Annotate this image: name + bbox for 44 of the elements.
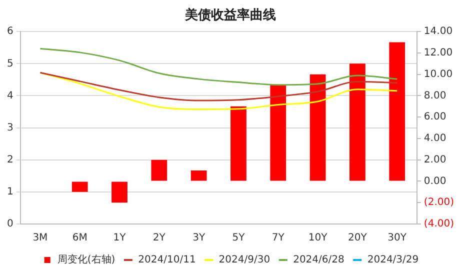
y2-tick-label: 2.00 xyxy=(424,154,446,166)
y2-tick-label: 6.00 xyxy=(424,112,446,123)
bar xyxy=(350,64,366,181)
chart-title: 美债收益率曲线 xyxy=(184,7,276,24)
legend-label: 2024/9/30 xyxy=(218,254,270,266)
x-tick-label: 5Y xyxy=(232,232,246,244)
y2-tick-label: 8.00 xyxy=(424,90,446,102)
y2-tick-label: (4.00) xyxy=(424,218,454,230)
legend-label: 2024/10/11 xyxy=(138,254,196,266)
x-tick-label: 1Y xyxy=(113,232,127,244)
x-tick-label: 10Y xyxy=(308,232,328,244)
y2-tick-label: 14.00 xyxy=(424,26,453,38)
y-tick-label: 1 xyxy=(6,186,14,198)
bar xyxy=(72,182,88,192)
x-tick-label: 30Y xyxy=(388,232,408,244)
bar xyxy=(190,170,207,181)
bar xyxy=(270,85,286,181)
y-tick-label: 4 xyxy=(6,90,14,102)
y-tick-label: 0 xyxy=(6,218,14,230)
line-series xyxy=(39,48,398,86)
y2-tick-label: 12.00 xyxy=(424,48,453,59)
legend-label: 2024/6/28 xyxy=(293,254,344,266)
bar xyxy=(112,182,128,203)
bar xyxy=(151,160,168,181)
x-tick-label: 20Y xyxy=(348,232,368,244)
y-tick-label: 5 xyxy=(6,58,14,70)
line-series xyxy=(39,72,398,102)
y2-tick-label: 0.00 xyxy=(424,176,446,187)
y-tick-label: 2 xyxy=(6,154,14,166)
y2-tick-label: 4.00 xyxy=(424,133,446,144)
x-tick-label: 3Y xyxy=(192,232,206,244)
y2-tick-label: 10.00 xyxy=(424,68,453,80)
legend-label: 周变化(右轴) xyxy=(57,254,116,266)
legend-label: 2024/3/29 xyxy=(367,254,419,266)
y-tick-label: 6 xyxy=(6,26,14,38)
y-tick-label: 3 xyxy=(6,122,14,134)
bar xyxy=(310,74,326,181)
x-tick-label: 7Y xyxy=(272,232,286,244)
bar xyxy=(389,42,406,181)
x-tick-label: 6M xyxy=(72,232,88,244)
y2-tick-label: (2.00) xyxy=(424,197,454,208)
x-tick-label: 3M xyxy=(32,232,48,244)
x-tick-label: 2Y xyxy=(152,232,166,244)
bar xyxy=(230,106,246,181)
